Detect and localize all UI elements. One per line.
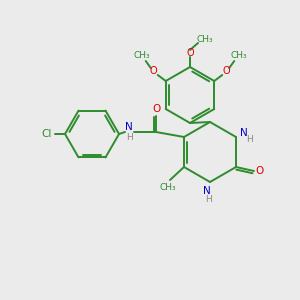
Text: O: O [186,48,194,58]
Text: CH₃: CH₃ [160,184,176,193]
Text: N: N [240,128,248,138]
Text: N: N [125,122,133,132]
Text: H: H [205,194,212,203]
Text: CH₃: CH₃ [197,35,213,44]
Text: H: H [247,136,254,145]
Text: CH₃: CH₃ [134,50,150,59]
Text: N: N [203,186,211,196]
Text: H: H [126,133,132,142]
Text: O: O [152,104,160,114]
Text: CH₃: CH₃ [231,50,247,59]
Text: O: O [256,166,264,176]
Text: O: O [150,66,158,76]
Text: O: O [222,66,230,76]
Text: Cl: Cl [42,129,52,139]
